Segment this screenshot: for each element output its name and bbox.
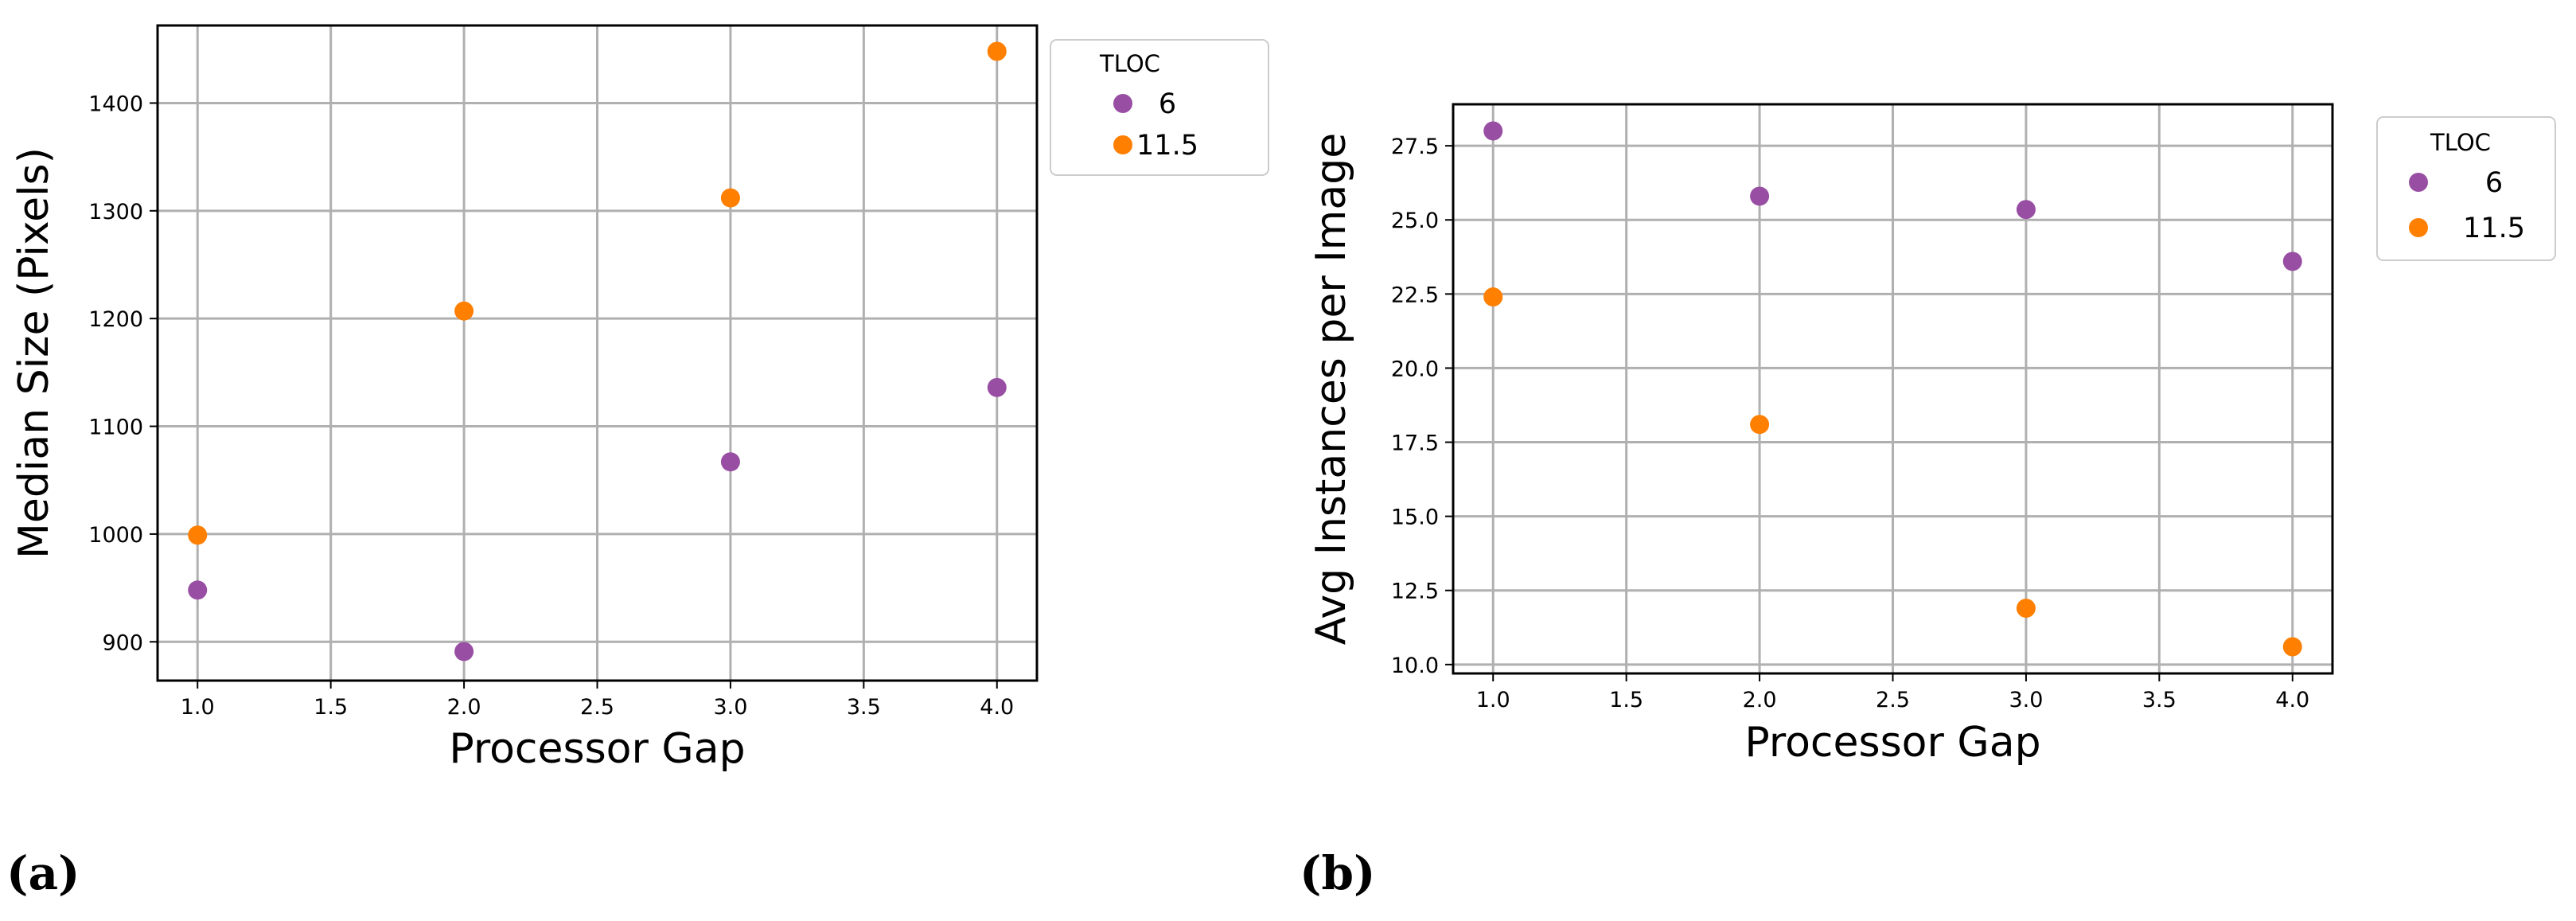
chart-panel-1: 1.0 1.5 2.0 2.5 3.0 3.5 4.0 900 1000 1100 1200 1300…: [6, 24, 1269, 900]
y-tick-label: 1400: [88, 92, 143, 116]
data-point: [454, 301, 474, 321]
data-point: [1483, 121, 1503, 141]
x-tick-label: 2.5: [580, 695, 614, 720]
x-tick-label: 1.5: [314, 695, 348, 720]
y-tick-label: 1300: [88, 200, 143, 224]
data-point: [987, 41, 1007, 61]
x-tick-label: 4.0: [980, 695, 1014, 720]
x-tick-label: 2.0: [1743, 688, 1777, 712]
gridlines: [1453, 104, 2332, 673]
series-11.5: [188, 41, 1007, 545]
x-tick-label: 1.0: [181, 695, 215, 720]
data-point: [1483, 287, 1503, 307]
x-axis-label: Processor Gap: [449, 725, 745, 773]
chart-panel-2: 1.0 1.5 2.0 2.5 3.0 3.5 4.0 10.0 12.5 15.0 17.5 20.…: [1300, 103, 2556, 900]
series-11.5: [1483, 287, 2302, 657]
legend-entry-label: 11.5: [1136, 130, 1198, 162]
gridlines: [158, 25, 1037, 681]
x-tick-label: 4.0: [2275, 688, 2309, 712]
data-point: [720, 452, 740, 472]
data-point: [2282, 637, 2302, 657]
plot-frame: [156, 24, 1039, 682]
x-tick-label: 1.0: [1476, 688, 1510, 712]
x-tick-label: 3.0: [2009, 688, 2043, 712]
legend-marker: [1113, 135, 1132, 154]
legend-marker: [1113, 94, 1132, 113]
series-6: [188, 377, 1007, 661]
y-tick-label: 1100: [88, 416, 143, 440]
legend-marker: [2409, 218, 2428, 237]
y-tick-label: 20.0: [1391, 357, 1439, 381]
data-point: [2016, 200, 2036, 220]
y-axis-label: Avg Instances per Image: [1307, 133, 1355, 645]
plot-frame: [1452, 103, 2334, 675]
legend-marker: [2409, 173, 2428, 192]
y-tick-label: 10.0: [1391, 654, 1439, 678]
legend-title: TLOC: [1099, 50, 1160, 77]
legend: TLOC 6 11.5: [2376, 116, 2556, 261]
y-tick-label: 1000: [88, 523, 143, 548]
data-point: [454, 642, 474, 661]
x-tick-label: 3.0: [713, 695, 747, 720]
legend-entry-label: 11.5: [2463, 213, 2525, 244]
x-tick-label: 2.0: [447, 695, 481, 720]
y-tick-label: 1200: [88, 307, 143, 332]
y-tick-label: 25.0: [1391, 209, 1439, 233]
panel-label: (a): [6, 846, 80, 900]
y-tick-label: 17.5: [1391, 431, 1439, 456]
legend-box: [1050, 39, 1269, 176]
data-point: [188, 580, 208, 600]
data-point: [2016, 599, 2036, 619]
x-tick-label: 2.5: [1876, 688, 1910, 712]
legend: TLOC 6 11.5: [1050, 39, 1269, 176]
x-tick-label: 1.5: [1609, 688, 1643, 712]
y-tick-label: 15.0: [1391, 505, 1439, 530]
data-point: [2282, 252, 2302, 271]
legend-entry-label: 6: [1159, 88, 1176, 120]
data-point: [1750, 415, 1770, 435]
legend-entry-label: 6: [2485, 167, 2503, 199]
x-tick-label: 3.5: [2142, 688, 2177, 712]
series-6: [1483, 121, 2302, 271]
data-point: [188, 525, 208, 545]
y-tick-label: 22.5: [1391, 283, 1439, 307]
y-tick-label: 27.5: [1391, 135, 1439, 159]
data-point: [720, 188, 740, 208]
y-axis-label: Median Size (Pixels): [10, 147, 58, 559]
x-tick-label: 3.5: [847, 695, 881, 720]
legend-title: TLOC: [2430, 129, 2491, 156]
data-point: [987, 377, 1007, 397]
panel-label: (b): [1300, 846, 1375, 900]
x-axis-label: Processor Gap: [1744, 719, 2040, 767]
y-tick-label: 12.5: [1391, 580, 1439, 604]
data-point: [1750, 186, 1770, 206]
y-tick-label: 900: [102, 630, 143, 655]
